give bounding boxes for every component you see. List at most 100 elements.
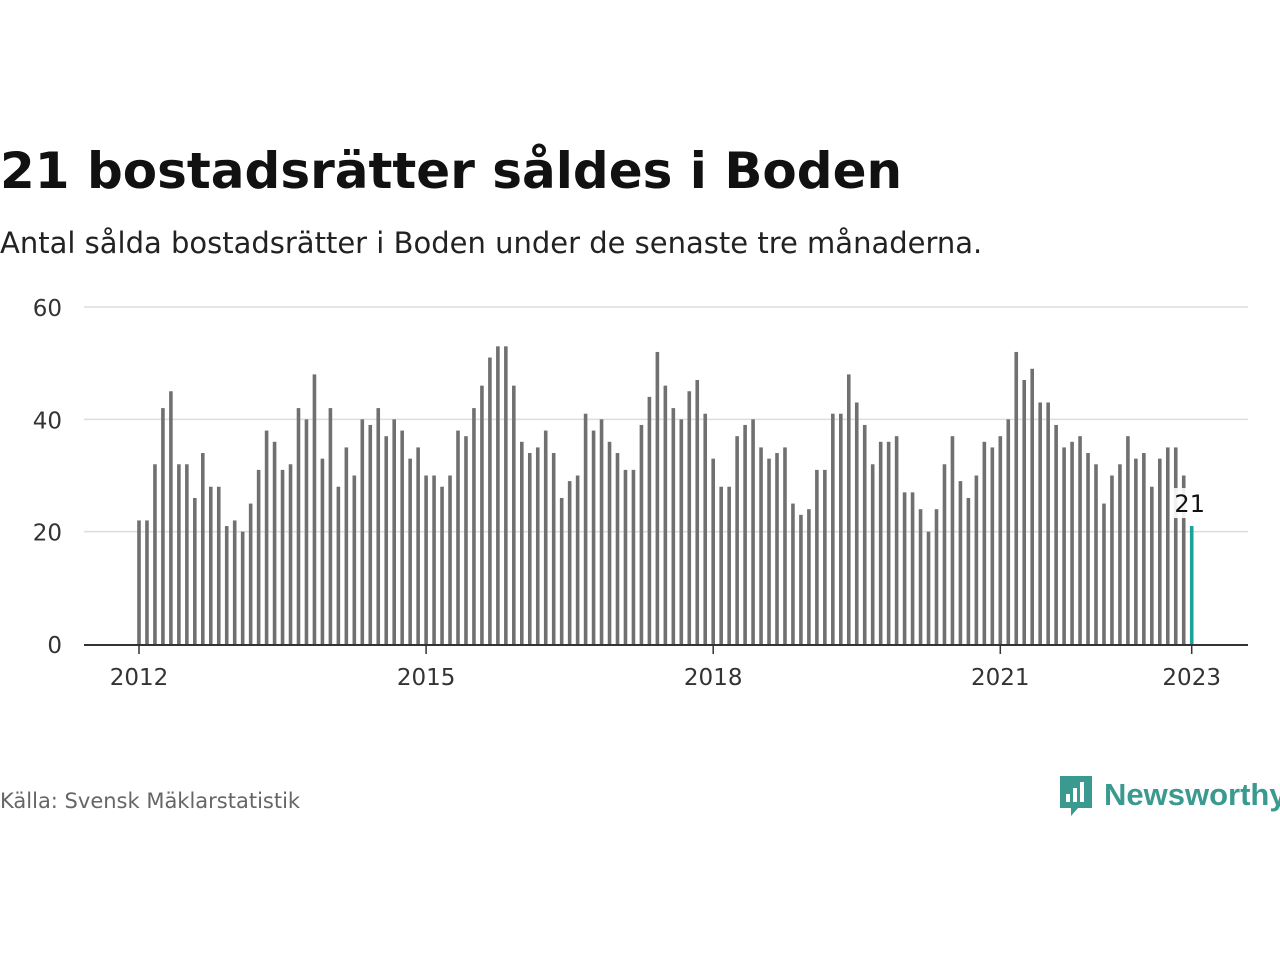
bar — [846, 374, 851, 644]
bar — [1181, 475, 1186, 644]
bar — [791, 503, 795, 644]
bar — [735, 436, 739, 644]
bar — [1134, 458, 1138, 644]
bar — [926, 531, 931, 644]
bar — [743, 424, 747, 644]
bar — [137, 520, 141, 644]
bar — [368, 424, 373, 644]
bar — [815, 469, 819, 644]
bar — [1150, 486, 1154, 644]
bar — [591, 430, 596, 644]
newsworthy-logo: Newsworthy — [1058, 772, 1280, 818]
bar — [448, 475, 452, 644]
bar — [424, 475, 428, 644]
y-tick-label: 40 — [33, 408, 62, 434]
bar — [440, 486, 444, 644]
bar — [623, 469, 628, 644]
bar — [1054, 424, 1058, 644]
bar — [1022, 380, 1027, 644]
bar — [145, 520, 149, 644]
bar — [1126, 436, 1130, 644]
bar — [296, 408, 301, 644]
bar — [934, 509, 939, 644]
bar — [599, 419, 604, 644]
bar — [751, 419, 755, 644]
bar — [256, 469, 261, 644]
bar — [711, 458, 715, 644]
bar — [1165, 447, 1170, 644]
bar — [958, 481, 963, 644]
bar — [288, 464, 293, 644]
bar — [336, 486, 341, 644]
bar — [201, 453, 205, 644]
bar — [360, 419, 365, 644]
bar — [918, 509, 923, 644]
bar — [575, 475, 580, 644]
bar — [1086, 453, 1090, 644]
bar — [1158, 458, 1162, 644]
bar — [807, 509, 811, 644]
x-tick-label: 2012 — [110, 665, 169, 691]
bar — [416, 447, 420, 644]
bar — [1038, 402, 1042, 644]
bar — [504, 346, 508, 644]
bar — [496, 346, 500, 644]
bar — [950, 436, 955, 644]
bar — [328, 408, 333, 644]
bar — [264, 430, 269, 644]
bar — [400, 430, 404, 644]
bar — [1102, 503, 1106, 644]
bar — [488, 357, 492, 644]
bar — [1078, 436, 1082, 644]
bar — [480, 385, 484, 644]
bar — [185, 464, 189, 644]
bar-chart: 0 20 40 60 2012 2015 2018 2021 2023 21 — [33, 296, 1248, 691]
page-title: 21 bostadsrätter såldes i Boden — [0, 142, 903, 200]
bar — [942, 464, 947, 644]
bar — [1070, 441, 1074, 644]
bar — [527, 453, 532, 644]
bar — [344, 447, 349, 644]
bar — [687, 391, 692, 644]
bar — [910, 492, 915, 644]
bar — [408, 458, 412, 644]
highlight-annotation: 21 — [1173, 488, 1210, 519]
bar — [982, 441, 987, 644]
bar — [775, 453, 779, 644]
x-tick-label: 2023 — [1162, 665, 1221, 691]
bar — [1118, 464, 1122, 644]
bar — [639, 424, 644, 644]
bar — [232, 520, 237, 644]
bar — [240, 531, 245, 644]
bar — [1062, 447, 1066, 644]
bar — [878, 441, 883, 644]
bar — [839, 413, 843, 644]
bar — [1173, 447, 1178, 644]
bar — [679, 419, 684, 644]
bar — [894, 436, 899, 644]
bar — [543, 430, 548, 644]
bars — [137, 346, 1194, 644]
bar — [551, 453, 556, 644]
bar — [1030, 368, 1034, 644]
bar — [352, 475, 357, 644]
bar — [767, 458, 771, 644]
y-tick-label: 60 — [33, 296, 62, 322]
bar — [1014, 351, 1019, 644]
bar — [567, 481, 572, 644]
bar — [384, 436, 389, 644]
bar — [432, 475, 436, 644]
bar — [870, 464, 875, 644]
bar — [647, 396, 652, 644]
bar — [177, 464, 181, 644]
bar — [1046, 402, 1050, 644]
bar — [886, 441, 891, 644]
bar — [615, 453, 620, 644]
bar — [272, 441, 277, 644]
bar — [376, 408, 381, 644]
highlight-value-label: 21 — [1174, 490, 1205, 518]
bar — [193, 497, 197, 644]
bar — [902, 492, 907, 644]
bar — [472, 408, 476, 644]
bar — [823, 469, 827, 644]
